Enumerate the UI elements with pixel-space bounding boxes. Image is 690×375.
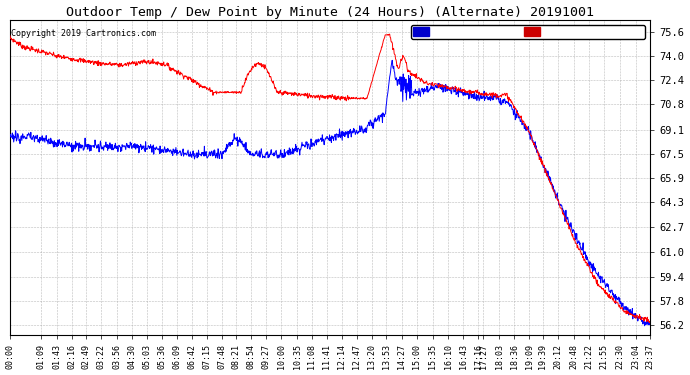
- Legend: Dew Point (°F), Temperature (°F): Dew Point (°F), Temperature (°F): [411, 25, 645, 39]
- Title: Outdoor Temp / Dew Point by Minute (24 Hours) (Alternate) 20191001: Outdoor Temp / Dew Point by Minute (24 H…: [66, 6, 594, 18]
- Text: Copyright 2019 Cartronics.com: Copyright 2019 Cartronics.com: [11, 29, 157, 38]
